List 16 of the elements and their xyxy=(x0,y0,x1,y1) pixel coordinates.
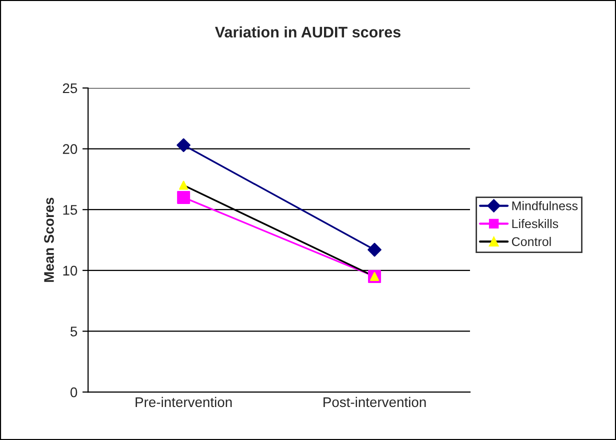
legend-label: Control xyxy=(512,236,551,246)
y-tick-label: 5 xyxy=(70,326,78,336)
point xyxy=(177,190,190,204)
point xyxy=(368,242,382,257)
y-tick-label: 10 xyxy=(63,266,78,276)
point xyxy=(176,138,190,152)
y-axis-title: Mean Scores xyxy=(44,198,54,282)
y-tick-label: 25 xyxy=(62,83,78,94)
y-tick-label: 15 xyxy=(63,205,78,215)
y-tick-label: 0 xyxy=(70,387,78,398)
legend-label: Lifeskills xyxy=(512,218,558,228)
y-tick-label: 20 xyxy=(62,144,78,154)
legend-label: Mindfulness xyxy=(512,201,578,210)
x-tick-label: Post-intervention xyxy=(324,396,426,408)
x-tick-label: Pre-intervention xyxy=(136,396,232,408)
chart-title: Variation in AUDIT scores xyxy=(215,26,400,38)
